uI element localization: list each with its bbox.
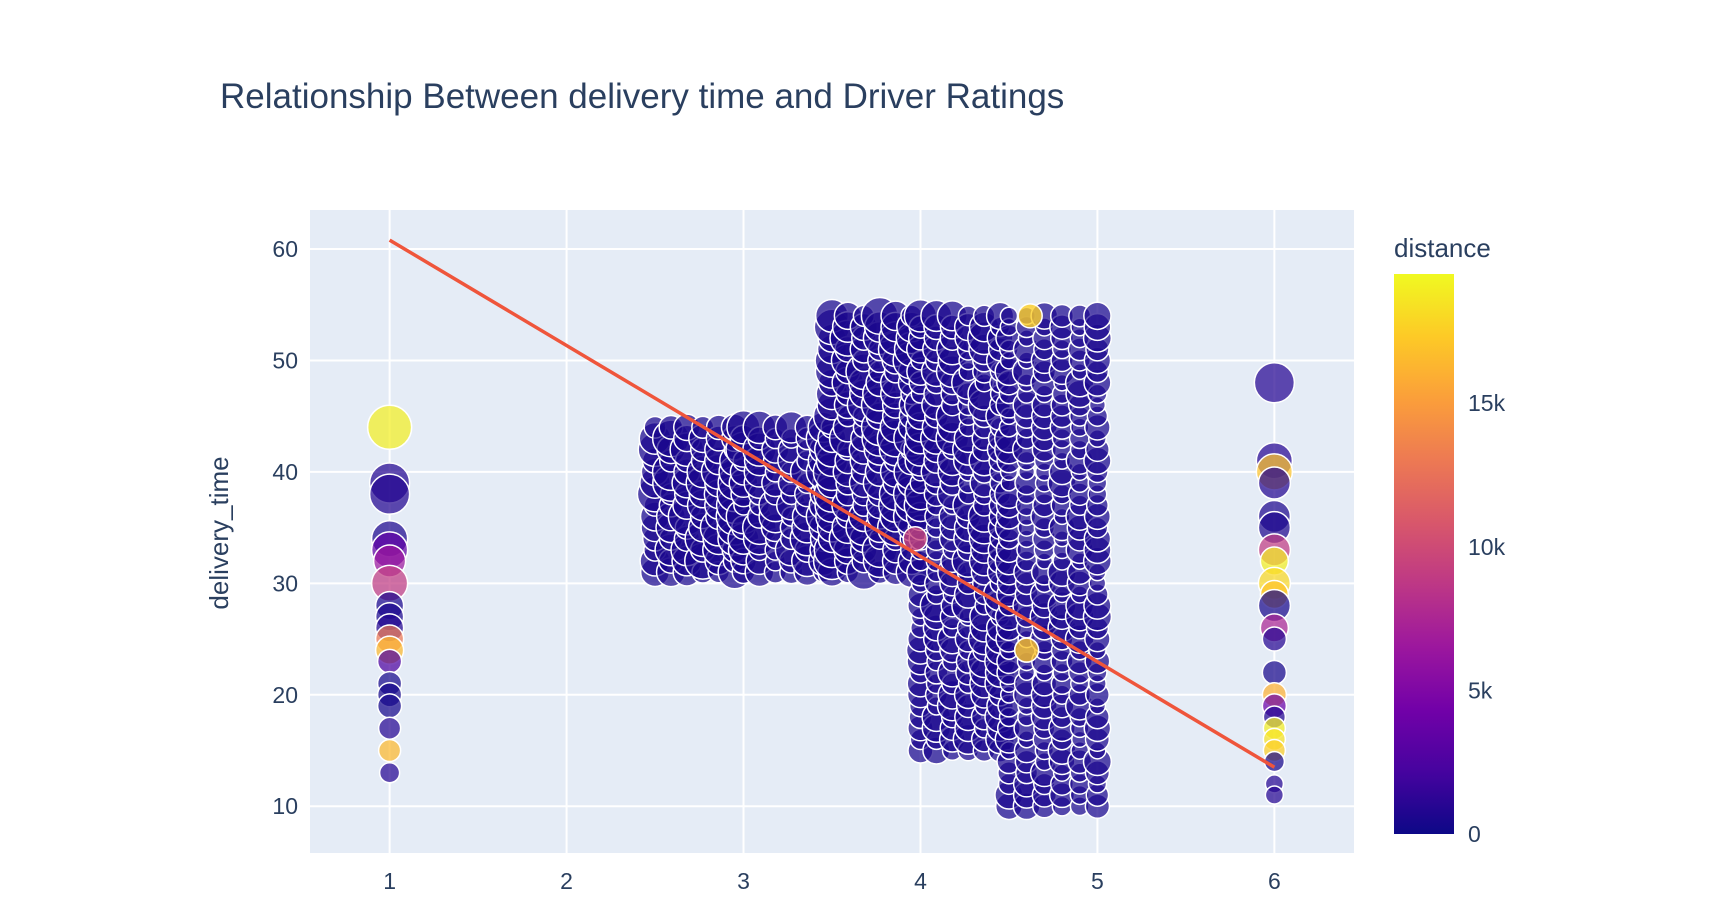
colorbar-tick-label: 10k (1468, 534, 1506, 560)
data-point (1083, 301, 1112, 331)
colorbar-tick-label: 15k (1468, 390, 1506, 416)
data-point (999, 306, 1019, 326)
x-tick-label: 2 (560, 868, 573, 894)
x-axis-ticks: 1 2 3 4 5 6 (383, 868, 1281, 894)
x-tick-label: 5 (1091, 868, 1104, 894)
y-tick-label: 10 (272, 793, 298, 819)
y-tick-label: 60 (272, 236, 298, 262)
data-point (1253, 361, 1296, 404)
colorbar-tick-label: 5k (1468, 677, 1493, 703)
x-tick-label: 3 (737, 868, 750, 894)
data-point (1013, 637, 1040, 663)
x-tick-label: 6 (1268, 868, 1281, 894)
data-point (1261, 626, 1288, 652)
x-tick-label: 1 (383, 868, 396, 894)
y-tick-label: 50 (272, 347, 298, 373)
data-point (1257, 466, 1292, 500)
data-point (366, 404, 413, 451)
trendline (388, 238, 1276, 769)
data-point (1261, 659, 1288, 686)
data-point (376, 648, 403, 675)
data-point (1264, 785, 1285, 805)
y-axis-title: delivery_time (204, 456, 234, 609)
data-point (377, 716, 402, 740)
chart-title: Relationship Between delivery time and D… (220, 77, 1064, 116)
colorbar-tick-label: 0 (1468, 821, 1481, 847)
data-point (368, 473, 411, 515)
data-point (376, 693, 403, 719)
y-tick-label: 20 (272, 682, 298, 708)
y-axis-ticks: 10 20 30 40 50 60 (272, 236, 298, 819)
colorbar-title: distance (1394, 233, 1491, 263)
y-tick-label: 40 (272, 459, 298, 485)
data-point (1017, 303, 1043, 329)
highlight-points-group (902, 303, 1043, 663)
x-tick-label: 4 (914, 868, 927, 894)
series-points-group (366, 361, 1296, 805)
colorbar-ticks: 0 5k 10k 15k (1468, 390, 1506, 847)
data-point (377, 738, 402, 763)
colorbar (1394, 274, 1454, 834)
data-point (378, 762, 401, 784)
data-point (902, 525, 928, 552)
y-tick-label: 30 (272, 570, 298, 596)
